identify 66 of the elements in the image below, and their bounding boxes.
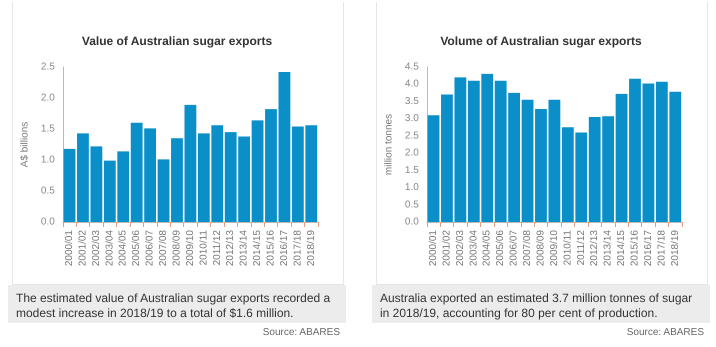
y-tick-label: 0.0 <box>404 216 420 228</box>
text: The estimated value of Australian sugar exports recorded a modest increase in 2018/19 to a total of $1.6 million. <box>8 285 346 323</box>
y-tick-label: 0.0 <box>40 216 56 228</box>
x-tick-label: 2006/07 <box>508 230 520 266</box>
bar <box>211 125 224 222</box>
y-tick-label: 3.5 <box>404 96 420 107</box>
x-tick-label: 2007/08 <box>522 230 534 266</box>
x-tick-label: 2007/08 <box>158 230 170 266</box>
y-tick-label: 1.0 <box>40 154 56 166</box>
chart-title: Value of Australian sugar exports <box>82 34 272 48</box>
x-tick-label: 2010/11 <box>198 230 210 266</box>
y-tick-label: 1.5 <box>404 164 420 176</box>
x-tick-label: 2014/15 <box>616 230 628 266</box>
text: Australia exported an estimated 3.7 million tonnes of sugar in 2018/19, accounting for 80 per cent of production. <box>372 285 710 323</box>
y-tick-label: 2.5 <box>404 130 420 142</box>
y-tick-label: 3.0 <box>404 113 420 124</box>
x-tick-label: 2012/13 <box>225 230 236 266</box>
y-tick-label: 2.0 <box>404 148 420 159</box>
x-tick-label: 2002/03 <box>90 230 102 266</box>
y-tick-label: 0.5 <box>404 199 420 210</box>
x-tick-label: 2000/01 <box>64 230 76 266</box>
x-tick-label: 2010/11 <box>562 230 574 266</box>
x-tick-label: 2008/09 <box>535 230 546 266</box>
x-tick-label: 2015/16 <box>629 230 640 266</box>
x-tick-label: 2018/19 <box>670 230 681 266</box>
chart-title: Volume of Australian sugar exports <box>440 34 642 48</box>
x-tick-label: 2017/18 <box>292 230 304 266</box>
x-tick-label: 2011/12 <box>212 230 223 266</box>
x-tick-label: 2002/03 <box>454 230 466 266</box>
source-note: Source: ABARES <box>262 327 340 338</box>
x-tick-label: 2000/01 <box>428 230 440 266</box>
x-tick-label: 2016/17 <box>642 230 654 266</box>
x-tick-label: 2006/07 <box>144 230 156 266</box>
source-note: Source: ABARES <box>626 327 704 338</box>
x-tick-label: 2004/05 <box>118 230 129 266</box>
y-axis-title: A$ billions <box>20 122 30 168</box>
x-tick-label: 2005/06 <box>495 230 506 266</box>
y-axis-title: million tonnes <box>384 114 394 176</box>
x-tick-label: 2004/05 <box>482 230 493 266</box>
x-tick-label: 2009/10 <box>184 230 196 266</box>
x-tick-label: 2008/09 <box>171 230 182 266</box>
x-tick-label: 2017/18 <box>656 230 668 266</box>
x-tick-label: 2001/02 <box>441 230 452 266</box>
x-tick-label: 2011/12 <box>576 230 587 266</box>
x-tick-label: 2018/19 <box>306 230 317 266</box>
x-tick-label: 2013/14 <box>238 230 250 266</box>
x-tick-label: 2015/16 <box>265 230 276 266</box>
y-tick-label: 2.5 <box>40 62 56 72</box>
x-tick-label: 2005/06 <box>131 230 142 266</box>
y-tick-label: 4.0 <box>404 78 420 90</box>
y-tick-label: 4.5 <box>404 62 420 72</box>
bar <box>481 74 494 222</box>
bar <box>117 151 130 222</box>
x-tick-label: 2001/02 <box>77 230 88 266</box>
y-tick-label: 1.5 <box>40 124 56 134</box>
bar <box>575 132 588 222</box>
x-tick-label: 2003/04 <box>104 230 116 266</box>
y-tick-label: 1.0 <box>404 182 420 194</box>
x-tick-label: 2003/04 <box>468 230 480 266</box>
x-tick-label: 2012/13 <box>589 230 600 266</box>
y-tick-label: 2.0 <box>40 92 56 104</box>
x-tick-label: 2014/15 <box>252 230 264 266</box>
x-tick-label: 2013/14 <box>602 230 614 266</box>
y-tick-label: 0.5 <box>40 186 56 196</box>
x-tick-label: 2009/10 <box>548 230 560 266</box>
x-tick-label: 2016/17 <box>278 230 290 266</box>
